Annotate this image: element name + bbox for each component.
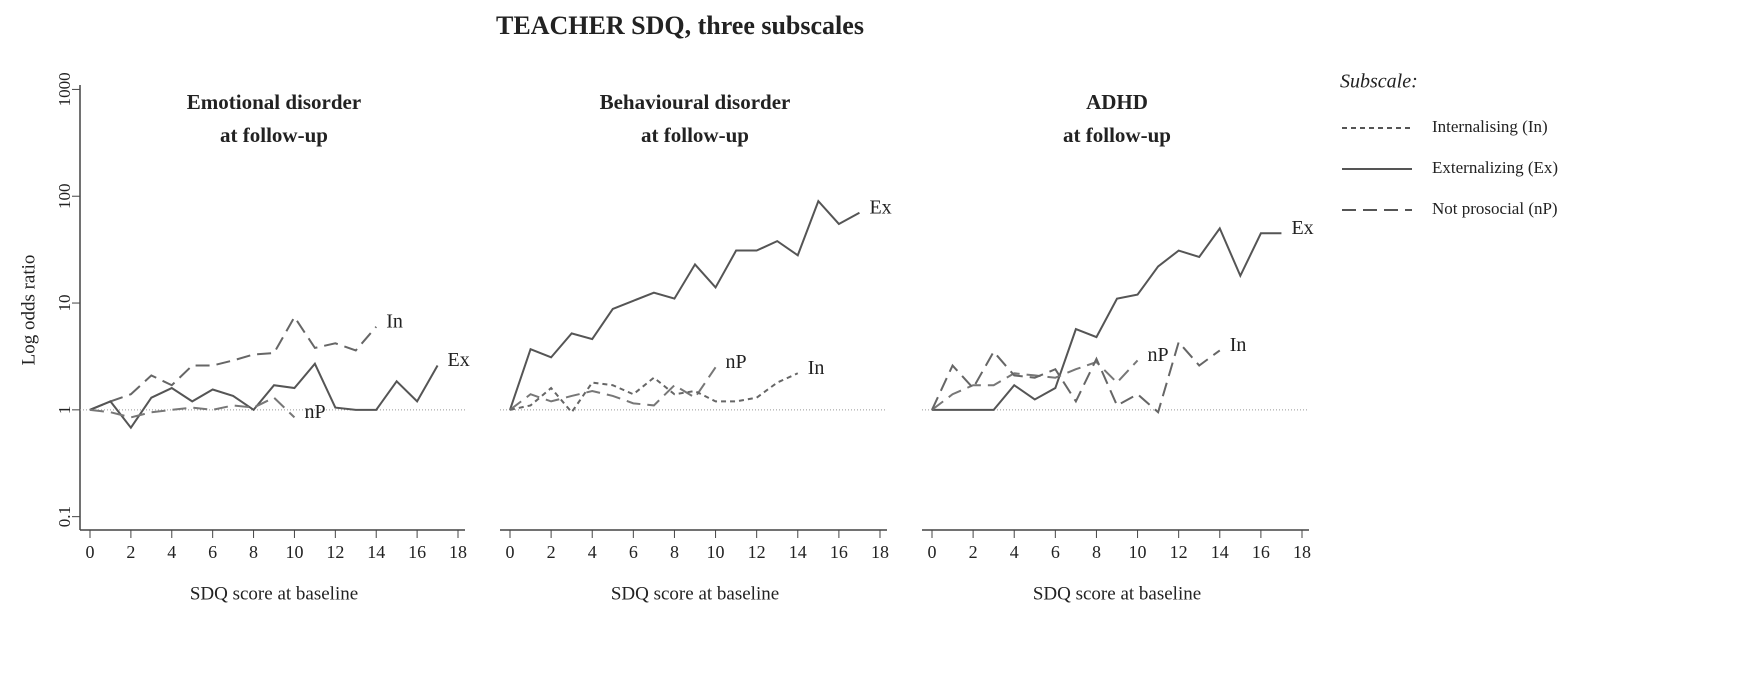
x-tick-label: 6: [1051, 542, 1060, 562]
x-tick-label: 4: [588, 542, 597, 562]
series-line: [509, 366, 717, 411]
x-tick-label: 18: [1293, 542, 1311, 562]
x-tick-label: 2: [126, 542, 135, 562]
x-tick-label: 14: [1211, 542, 1229, 562]
x-tick-label: 14: [367, 542, 385, 562]
legend-label: Externalizing (Ex): [1432, 158, 1558, 177]
series-label: nP: [304, 401, 325, 423]
panel-title: Behavioural disorder: [600, 90, 791, 114]
x-axis-label: SDQ score at baseline: [1033, 583, 1201, 604]
x-tick-label: 14: [789, 542, 807, 562]
x-tick-label: 12: [1170, 542, 1188, 562]
y-tick-label: 1000: [55, 72, 74, 106]
series-label: In: [1230, 334, 1247, 356]
x-tick-label: 6: [208, 542, 217, 562]
x-tick-label: 8: [1092, 542, 1101, 562]
x-tick-label: 12: [748, 542, 766, 562]
series-label: In: [386, 310, 403, 332]
x-tick-label: 8: [249, 542, 258, 562]
x-tick-label: 2: [547, 542, 556, 562]
x-tick-label: 8: [670, 542, 679, 562]
legend-label: Internalising (In): [1432, 117, 1548, 136]
y-tick-label: 1: [55, 406, 74, 415]
x-tick-label: 10: [285, 542, 303, 562]
x-tick-label: 18: [449, 542, 467, 562]
x-axis-label: SDQ score at baseline: [190, 583, 358, 604]
series-line: [931, 340, 1221, 415]
x-axis-label: SDQ score at baseline: [611, 583, 779, 604]
series-label: Ex: [869, 196, 891, 218]
x-tick-label: 10: [707, 542, 725, 562]
x-tick-label: 0: [86, 542, 95, 562]
legend-label: Not prosocial (nP): [1432, 199, 1558, 218]
series-line: [89, 361, 439, 430]
x-tick-label: 12: [326, 542, 344, 562]
panel-title: at follow-up: [641, 123, 749, 147]
x-tick-label: 16: [1252, 542, 1270, 562]
series-label: nP: [726, 351, 747, 373]
y-tick-label: 10: [55, 295, 74, 312]
x-tick-label: 6: [629, 542, 638, 562]
x-tick-label: 10: [1129, 542, 1147, 562]
series-label: nP: [1148, 344, 1169, 366]
chart-title: TEACHER SDQ, three subscales: [496, 11, 864, 40]
y-tick-label: 0.1: [55, 506, 74, 527]
panel-title: at follow-up: [220, 123, 328, 147]
series-line: [509, 372, 799, 414]
series-line: [509, 199, 860, 411]
x-tick-label: 0: [506, 542, 515, 562]
x-tick-label: 0: [928, 542, 937, 562]
x-tick-label: 4: [1010, 542, 1019, 562]
series-line: [89, 396, 296, 419]
y-axis-label: Log odds ratio: [18, 255, 39, 366]
y-tick-label: 100: [55, 183, 74, 209]
series-label: In: [808, 357, 825, 379]
x-tick-label: 18: [871, 542, 889, 562]
series-label: Ex: [1291, 217, 1313, 239]
panel-title: at follow-up: [1063, 123, 1171, 147]
panel-title: ADHD: [1086, 90, 1148, 114]
panel-title: Emotional disorder: [187, 90, 361, 114]
x-tick-label: 2: [969, 542, 978, 562]
series-label: Ex: [448, 349, 470, 371]
x-tick-label: 16: [408, 542, 426, 562]
legend-title: Subscale:: [1340, 71, 1418, 93]
series-line: [932, 226, 1282, 411]
series-line: [931, 359, 1139, 411]
x-tick-label: 4: [167, 542, 176, 562]
series-line: [89, 315, 377, 411]
x-tick-label: 16: [830, 542, 848, 562]
